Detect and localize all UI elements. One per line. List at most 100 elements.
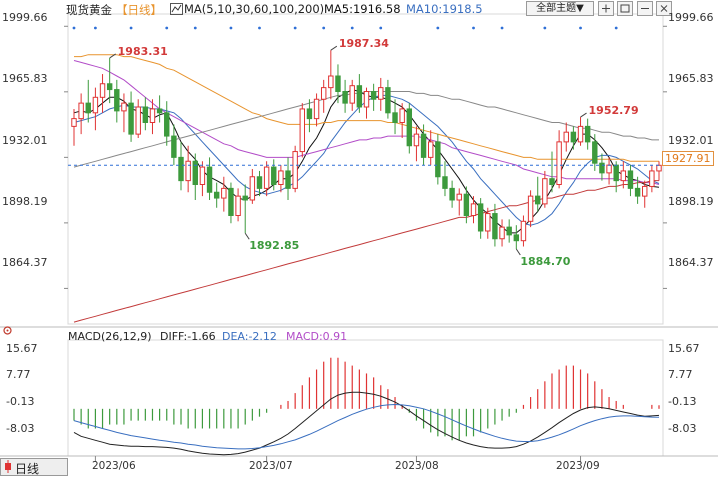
y-axis-label-left: 1864.37 xyxy=(2,256,48,269)
y-axis-label-right: 1965.83 xyxy=(668,72,714,85)
y-axis-label-right: 1932.01 xyxy=(668,134,714,147)
candle-body xyxy=(485,213,491,232)
ma-settings-icon[interactable] xyxy=(170,3,183,15)
candle-body xyxy=(221,187,227,199)
candle-body xyxy=(192,160,198,185)
candle-body xyxy=(499,226,505,240)
ma-params-label: MA(5,10,30,60,100,200) xyxy=(184,2,325,16)
annotation-pointer xyxy=(515,248,521,256)
candle-body xyxy=(406,108,413,147)
macd-diff-value: DIFF:-1.66 xyxy=(160,330,216,343)
macd-axis-label-right: -8.03 xyxy=(668,422,697,435)
price-annotations: 1983.31 1987.34 1952.79 1892.85 1884.70 xyxy=(109,37,639,268)
annotation-pointer xyxy=(244,232,250,240)
period-tab[interactable]: 日线 xyxy=(0,458,68,476)
candle-body xyxy=(114,89,120,112)
candle-body xyxy=(385,87,391,114)
annotation-pointer xyxy=(330,45,338,51)
macd-axis-label-right: 15.67 xyxy=(668,342,700,355)
instrument-name: 现货黄金 xyxy=(66,3,112,17)
event-marker xyxy=(436,26,440,30)
candle-body xyxy=(506,226,512,236)
candle-body xyxy=(285,170,291,189)
candle-body xyxy=(427,141,434,158)
candle-body xyxy=(649,170,655,187)
candle-body xyxy=(164,112,170,137)
x-axis-label: 2023/06 xyxy=(92,460,136,472)
event-marker xyxy=(579,26,582,30)
event-marker xyxy=(472,26,475,30)
macd-axis-label-left: 15.67 xyxy=(6,342,38,355)
event-marker xyxy=(72,26,76,30)
y-axis-label-left: 1898.19 xyxy=(2,195,48,208)
candle-body xyxy=(213,191,220,199)
price-annotation: 1987.34 xyxy=(339,37,389,50)
toolbar-remove-button[interactable] xyxy=(637,1,653,16)
candle-body xyxy=(420,133,427,158)
candle-body xyxy=(142,106,149,123)
candle-body xyxy=(470,203,477,216)
candle-body xyxy=(563,131,569,143)
candle-body xyxy=(85,102,91,114)
annotation-pointer xyxy=(109,53,116,59)
event-marker xyxy=(293,26,297,30)
ma10-value: MA10:1918.5 xyxy=(406,2,483,16)
candle-body xyxy=(456,193,462,201)
x-axis-label: 2023/08 xyxy=(395,460,439,472)
candle-body xyxy=(149,108,156,123)
theme-select[interactable]: 全部主题▼ xyxy=(526,1,594,16)
event-marker xyxy=(543,26,547,30)
macd-params: MACD(26,12,9) xyxy=(68,330,152,343)
annotation-pointer xyxy=(580,112,587,118)
price-annotation: 1892.85 xyxy=(249,239,299,252)
candle-body xyxy=(121,102,127,112)
candle-body xyxy=(271,166,277,185)
macd-value: MACD:0.91 xyxy=(286,330,348,343)
candle-body xyxy=(328,75,334,89)
candle-body xyxy=(206,166,213,193)
close-button[interactable] xyxy=(656,1,672,16)
candle-body xyxy=(513,234,520,242)
candle-body xyxy=(542,178,548,205)
macd-axis-label-left: 7.77 xyxy=(6,368,31,381)
theme-select-label: 全部主题 xyxy=(536,3,577,14)
candle-body xyxy=(185,160,191,182)
candle-body xyxy=(656,164,662,172)
toolbar-add-button[interactable] xyxy=(598,1,614,16)
candle-body xyxy=(392,112,398,123)
event-markers xyxy=(72,26,618,30)
macd-dea-line xyxy=(73,403,660,450)
candle-body xyxy=(492,213,498,240)
price-annotation: 1983.31 xyxy=(118,45,168,58)
macd-axis-label-left: -8.03 xyxy=(6,422,35,435)
candle-body xyxy=(199,166,206,185)
event-marker xyxy=(614,26,618,30)
candle-body xyxy=(520,220,527,242)
candlestick-series xyxy=(71,50,662,250)
candle-body xyxy=(256,176,263,189)
event-marker xyxy=(165,26,169,30)
price-annotation: 1952.79 xyxy=(589,104,639,117)
event-marker xyxy=(350,26,354,30)
period-label[interactable]: 【日线】 xyxy=(116,3,162,17)
candle-body xyxy=(335,75,341,92)
event-marker xyxy=(94,26,97,30)
candle-body xyxy=(435,141,441,178)
chart-type-icon xyxy=(3,460,13,476)
candle-body xyxy=(306,108,313,120)
ma-line-ma30 xyxy=(73,60,660,185)
toolbar-edit-button[interactable] xyxy=(617,1,633,16)
candle-body xyxy=(228,187,234,216)
candle-body xyxy=(299,108,306,153)
macd-dea-value: DEA:-2.12 xyxy=(222,330,277,343)
candle-body xyxy=(378,87,384,100)
candle-body xyxy=(178,156,184,182)
indicator-settings-icon[interactable] xyxy=(2,325,13,339)
y-axis-label-left: 1965.83 xyxy=(2,72,48,85)
candle-body xyxy=(320,87,327,100)
x-axis-label: 2023/07 xyxy=(249,460,293,472)
candle-body xyxy=(584,125,591,143)
candle-body xyxy=(627,170,634,189)
x-axis-label: 2023/09 xyxy=(556,460,600,472)
y-axis-label-right: 1864.37 xyxy=(668,256,714,269)
